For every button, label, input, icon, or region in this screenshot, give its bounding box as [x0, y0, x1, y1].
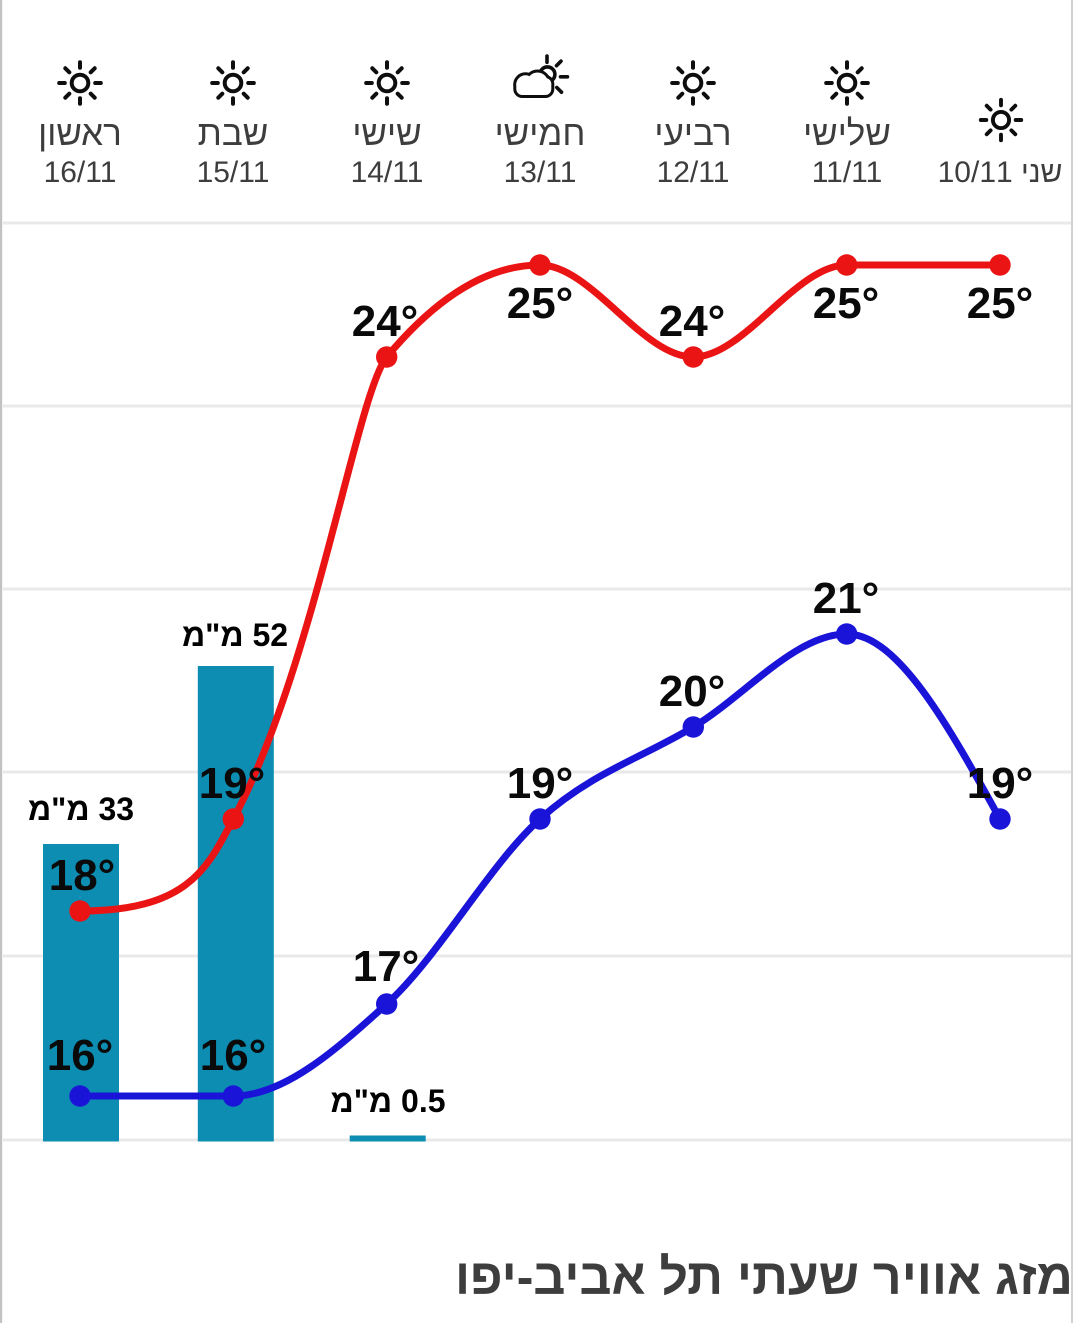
svg-text:52 מ"מ: 52 מ"מ: [182, 617, 288, 653]
svg-text:חמישי: חמישי: [495, 114, 586, 153]
svg-text:18°: 18°: [49, 851, 116, 900]
svg-text:15/11: 15/11: [197, 156, 270, 189]
svg-text:20°: 20°: [659, 667, 726, 716]
svg-text:33 מ"מ: 33 מ"מ: [28, 791, 134, 827]
svg-text:25°: 25°: [507, 279, 574, 328]
svg-text:14/11: 14/11: [351, 156, 424, 189]
svg-text:שני 10/11: שני 10/11: [938, 156, 1063, 189]
svg-text:19°: 19°: [507, 759, 574, 808]
svg-text:25°: 25°: [967, 279, 1034, 328]
svg-text:13/11: 13/11: [504, 156, 577, 189]
svg-text:25°: 25°: [813, 279, 880, 328]
svg-text:שלישי: שלישי: [803, 114, 891, 153]
svg-text:רביעי: רביעי: [654, 114, 731, 153]
svg-text:שישי: שישי: [352, 114, 421, 153]
svg-text:24°: 24°: [659, 297, 726, 346]
svg-text:16/11: 16/11: [44, 156, 117, 189]
svg-text:מזג אוויר שעתי תל אביב-יפו: מזג אוויר שעתי תל אביב-יפו: [455, 1249, 1073, 1305]
svg-text:24°: 24°: [352, 297, 419, 346]
svg-text:ראשון: ראשון: [38, 114, 122, 153]
svg-text:19°: 19°: [967, 759, 1034, 808]
svg-text:17°: 17°: [353, 942, 420, 991]
svg-text:21°: 21°: [813, 574, 880, 623]
svg-text:16°: 16°: [200, 1031, 267, 1080]
svg-text:16°: 16°: [47, 1031, 114, 1080]
svg-text:0.5 מ"מ: 0.5 מ"מ: [330, 1083, 445, 1119]
svg-text:19°: 19°: [199, 759, 266, 808]
svg-text:11/11: 11/11: [812, 156, 883, 189]
svg-text:שבת: שבת: [198, 114, 269, 153]
svg-text:12/11: 12/11: [657, 156, 730, 189]
